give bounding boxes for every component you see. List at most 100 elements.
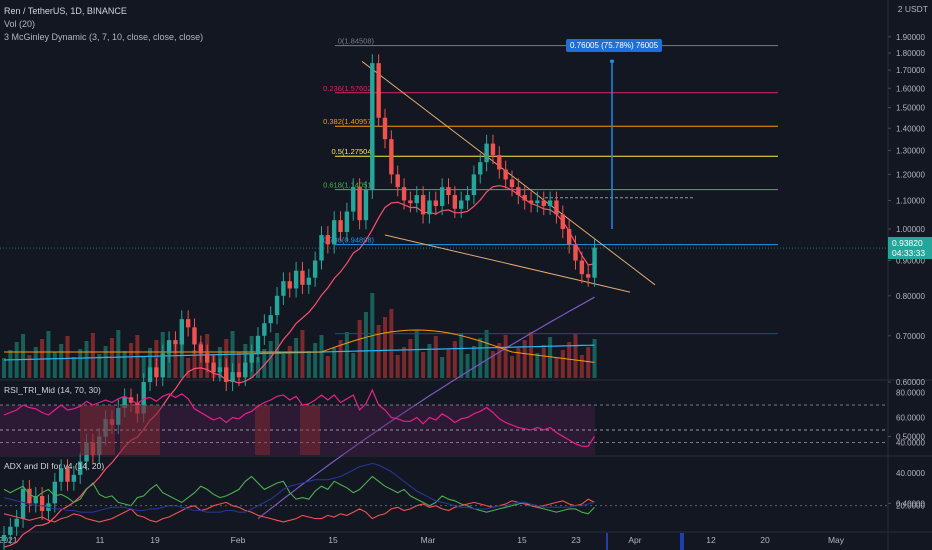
candle-body: [395, 174, 400, 188]
volume-bar: [529, 332, 534, 378]
volume-bar: [440, 357, 445, 378]
adx-tick-label: 40.0000: [896, 469, 925, 478]
candle-body: [243, 362, 248, 378]
volume-bar: [65, 336, 70, 378]
candle-body: [516, 187, 521, 196]
candle-body: [236, 372, 242, 378]
price-tick-label: 1.20000: [896, 170, 925, 179]
price-tick-label: 1.80000: [896, 49, 925, 58]
volume-bar: [459, 333, 464, 378]
adx-line: [3, 462, 595, 513]
measure-label[interactable]: 0.76005 (75.78%) 76005: [566, 39, 663, 52]
candle-body: [471, 174, 477, 196]
fib-level-label: 0.786(0.94898): [323, 236, 374, 245]
candle-body: [319, 235, 324, 261]
candle-body: [166, 340, 172, 354]
candle-body: [20, 488, 26, 519]
volume-bar: [414, 331, 419, 378]
volume-bar: [129, 343, 133, 378]
date-tick-label: 12: [706, 535, 716, 545]
volume-bar: [281, 354, 286, 378]
volume-bar: [313, 343, 318, 378]
volume-bar: [376, 325, 381, 378]
candle-body: [554, 200, 559, 215]
volume-bar: [446, 349, 451, 378]
volume-bar: [27, 355, 32, 378]
candle-body: [14, 518, 19, 527]
volume-bar: [268, 341, 273, 378]
rsi-highlight: [120, 405, 160, 455]
price-tick-label: 1.70000: [896, 66, 925, 75]
volume-bar: [471, 346, 476, 378]
volume-bar: [383, 317, 387, 378]
price-tick-label: 0.60000: [896, 378, 925, 387]
volume-bar: [573, 334, 578, 378]
candle-body: [497, 155, 502, 170]
adx-legend[interactable]: ADX and DI for v4 (14, 20): [4, 461, 105, 471]
fib-level-label: 0(1.84508): [338, 37, 375, 46]
volume-bar: [535, 353, 540, 378]
volume-bar: [395, 355, 400, 378]
volume-bar: [338, 340, 343, 378]
volume-bar: [186, 358, 191, 378]
rsi-band: [0, 405, 595, 455]
candle-body: [192, 327, 197, 345]
candle-body: [39, 495, 45, 511]
candle-body: [370, 63, 375, 190]
volume-bar: [46, 331, 51, 378]
candle-body: [27, 488, 32, 504]
volume-bar: [478, 338, 483, 378]
rsi-legend[interactable]: RSI_TRI_Mid (14, 70, 30): [4, 385, 101, 395]
candle-body: [287, 281, 292, 289]
price-tick-label: 1.60000: [896, 84, 925, 93]
symbol-legend[interactable]: Ren / TetherUS, 1D, BINANCE: [4, 6, 127, 16]
candle-body: [401, 187, 407, 201]
volume-bar: [71, 357, 76, 378]
candle-body: [351, 187, 356, 212]
candle-body: [566, 229, 572, 245]
candle-body: [1, 534, 7, 541]
bar-countdown: 04:33:33: [892, 248, 926, 258]
candle-body: [528, 200, 534, 204]
volume-bar: [8, 350, 13, 378]
candle-body: [116, 408, 121, 425]
volume-legend[interactable]: Vol (20): [4, 19, 36, 29]
volume-bar: [141, 356, 146, 378]
volume-bar: [306, 351, 311, 378]
candle-body: [300, 270, 305, 285]
volume-bar: [357, 320, 362, 378]
candle-body: [262, 323, 267, 336]
mcginley-legend[interactable]: 3 McGinley Dynamic (3, 7, 10, close, clo…: [4, 32, 204, 42]
volume-bar: [294, 338, 299, 378]
date-tick-label: 19: [150, 535, 160, 545]
volume-bar: [516, 348, 521, 378]
date-tick-label: 20: [760, 535, 770, 545]
adx-di-plus-line: [3, 475, 595, 515]
candle-body: [541, 200, 546, 206]
volume-bar: [363, 312, 368, 378]
rsi-tick-label: 60.0000: [896, 414, 925, 423]
candle-body: [484, 143, 489, 163]
candle-body: [382, 117, 388, 140]
candle-body: [408, 200, 413, 204]
candle-body: [573, 244, 578, 261]
time-marker: [680, 533, 684, 550]
rsi-highlight: [255, 405, 270, 455]
candle-body: [357, 187, 362, 221]
measure-cap: [610, 59, 614, 63]
price-tick-label: 0.40000: [896, 499, 925, 508]
candle-body: [465, 195, 470, 201]
candle-body: [268, 315, 273, 324]
candle-body: [154, 367, 159, 378]
volume-bar: [567, 342, 572, 378]
candle-body: [230, 372, 235, 382]
candle-body: [65, 468, 70, 482]
fib-level-label: 0.618(1.14051): [323, 181, 374, 190]
price-tick-label: 1.30000: [896, 146, 925, 155]
candle-body: [224, 367, 229, 382]
fib-level-label: 0.382(1.40957): [323, 117, 374, 126]
volume-bar: [300, 330, 305, 378]
candle-body: [332, 220, 337, 245]
volume-bar: [122, 351, 127, 378]
